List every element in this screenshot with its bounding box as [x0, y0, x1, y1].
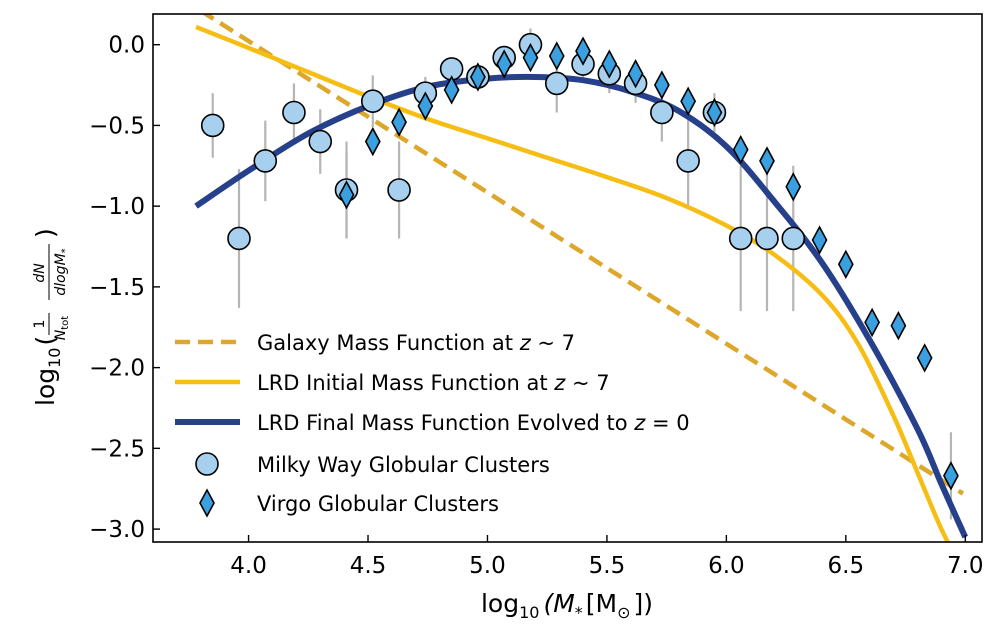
x-tick-label: 5.5 — [589, 553, 626, 579]
milky-way-point — [253, 149, 278, 173]
virgo-point — [864, 307, 881, 338]
svg-text:log10(: log10( — [31, 336, 64, 406]
y-axis-label: log10( 1 Ntot dN dlogM* ) — [31, 228, 71, 406]
svg-text:LRD Initial Mass Function at z: LRD Initial Mass Function at z ~ 7 — [257, 371, 610, 395]
virgo-point — [706, 97, 723, 128]
legend-entry-lrd-final: LRD Final Mass Function Evolved to z = 0 — [175, 411, 690, 435]
y-tick-label: −1.5 — [89, 275, 145, 301]
virgo-point — [785, 172, 802, 202]
virgo-point — [601, 49, 618, 79]
milky-way-point — [387, 178, 411, 202]
axis-ticks: 4.0 4.5 5.0 5.5 6.0 6.5 7.0 0.0 −0.5 −1.0 −1.5 −2.0… — [89, 33, 983, 579]
virgo-point — [470, 62, 486, 92]
virgo-point — [364, 126, 381, 157]
virgo-point — [391, 107, 407, 137]
milky-way-point — [308, 129, 333, 154]
x-tick-label: 7.0 — [947, 553, 984, 579]
milky-way-point — [200, 113, 225, 138]
milky-way-point — [227, 226, 251, 251]
milky-way-point — [676, 149, 700, 173]
virgo-point — [653, 70, 670, 100]
svg-text:Milky Way Globular Clusters: Milky Way Globular Clusters — [257, 453, 550, 477]
data-markers — [200, 32, 959, 491]
svg-text:dlogM*: dlogM* — [53, 248, 71, 295]
virgo-point — [417, 91, 434, 121]
legend-entry-galaxy: Galaxy Mass Function at z ~ 7 — [175, 331, 575, 355]
virgo-point — [759, 146, 775, 176]
svg-text:Ntot: Ntot — [53, 316, 71, 341]
virgo-point — [890, 310, 907, 341]
x-tick-label: 4.0 — [230, 553, 267, 579]
series-line-0 — [201, 14, 965, 496]
milky-way-point — [755, 226, 779, 251]
svg-text:Virgo Globular Clusters: Virgo Globular Clusters — [257, 492, 499, 516]
y-tick-label: 0.0 — [108, 33, 145, 59]
legend-entry-lrd-initial: LRD Initial Mass Function at z ~ 7 — [175, 371, 610, 395]
x-tick-label: 6.5 — [828, 553, 865, 579]
virgo-point — [548, 41, 565, 71]
milky-way-point — [781, 226, 806, 251]
milky-way-point — [728, 226, 753, 251]
y-tick-label: −1.0 — [89, 194, 145, 220]
y-tick-label: −0.5 — [89, 113, 145, 139]
virgo-point — [627, 59, 644, 89]
milky-way-point — [360, 89, 385, 113]
series-line-1 — [195, 24, 951, 542]
legend-entry-virgo: Virgo Globular Clusters — [199, 488, 499, 518]
virgo-point — [496, 49, 513, 79]
x-tick-label: 6.0 — [708, 553, 745, 579]
virgo-point — [522, 42, 539, 73]
x-axis-label: log10 (M* [M⊙]) — [481, 589, 653, 622]
y-tick-label: −3.0 — [89, 517, 145, 543]
virgo-point — [837, 249, 854, 279]
legend: Galaxy Mass Function at z ~ 7 LRD Initia… — [175, 331, 690, 518]
milky-way-point — [544, 71, 569, 96]
virgo-point — [443, 75, 460, 105]
virgo-point — [575, 36, 591, 66]
svg-text:LRD Final Mass Function Evolve: LRD Final Mass Function Evolved to z = 0 — [257, 411, 690, 435]
virgo-point — [680, 86, 697, 116]
virgo-point — [916, 343, 933, 373]
virgo-point — [338, 180, 355, 210]
model-lines — [194, 14, 969, 542]
svg-text:dN: dN — [32, 263, 48, 283]
legend-entry-milky-way: Milky Way Globular Clusters — [195, 452, 550, 477]
x-tick-label: 5.0 — [469, 553, 506, 579]
svg-text:1: 1 — [32, 320, 48, 329]
virgo-point — [732, 134, 749, 165]
virgo-point — [943, 461, 959, 491]
x-tick-label: 4.5 — [350, 553, 387, 579]
y-tick-label: −2.0 — [89, 356, 145, 382]
svg-text:Galaxy Mass Function at z ~ 7: Galaxy Mass Function at z ~ 7 — [257, 331, 575, 355]
virgo-point — [811, 225, 828, 255]
svg-text:): ) — [31, 228, 60, 238]
milky-way-point — [282, 100, 306, 125]
plot-frame — [152, 13, 983, 543]
milky-way-point — [650, 100, 674, 125]
y-tick-label: −2.5 — [89, 436, 145, 462]
error-bars — [211, 28, 953, 520]
